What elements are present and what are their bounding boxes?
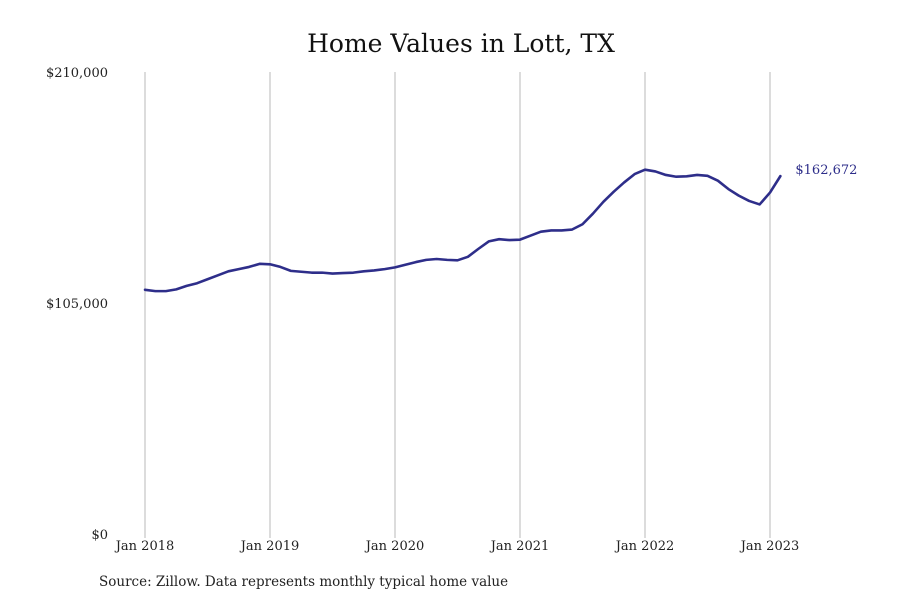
x-tick-label: Jan 2021 [489,539,550,554]
series-layer: $162,672 [143,163,857,293]
x-tick-label: Jan 2023 [739,539,800,554]
y-tick-label: $0 [91,528,108,543]
y-axis: $0 $105,000 $210,000 [46,66,108,543]
x-axis: Jan 2018 Jan 2019 Jan 2020 Jan 2021 Jan 2022… [114,539,800,554]
vertical-gridlines [144,72,771,538]
x-tick-label: Jan 2019 [239,539,300,554]
source-note: Source: Zillow. Data represents monthly … [99,574,508,590]
end-value-label: $162,672 [795,163,857,178]
series-line [143,168,782,293]
y-tick-label: $210,000 [46,66,108,81]
chart-title: Home Values in Lott, TX [307,29,615,58]
x-tick-label: Jan 2020 [364,539,425,554]
x-tick-label: Jan 2022 [614,539,675,554]
y-tick-label: $105,000 [46,297,108,312]
x-tick-label: Jan 2018 [114,539,175,554]
